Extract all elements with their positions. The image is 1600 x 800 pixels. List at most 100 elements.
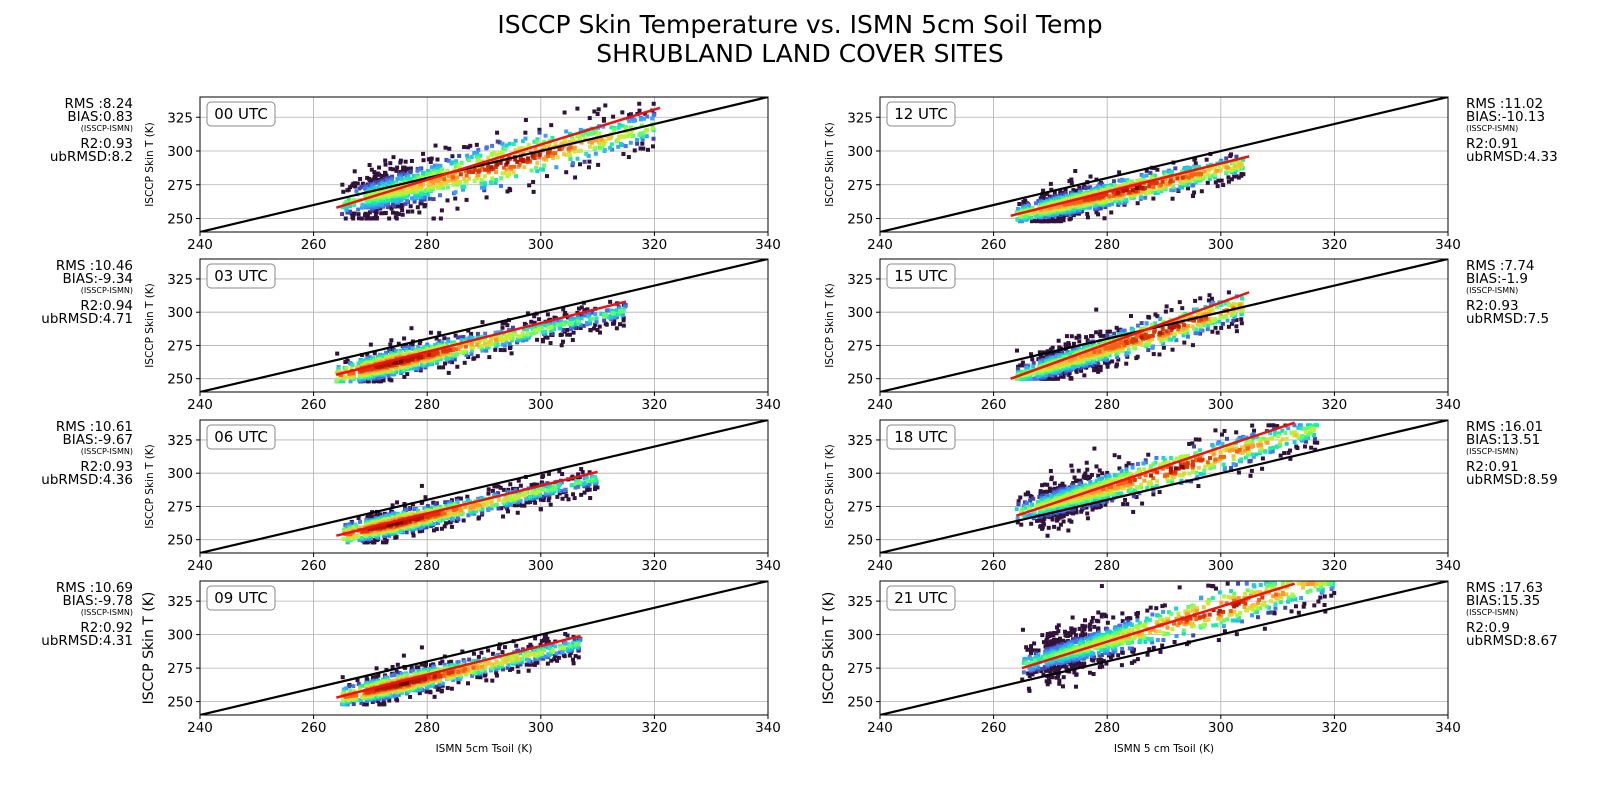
density-point	[1173, 166, 1178, 171]
density-point	[532, 662, 537, 667]
density-point	[524, 657, 529, 662]
density-point	[410, 196, 415, 201]
density-point	[472, 167, 477, 172]
density-point	[406, 513, 411, 518]
density-point	[384, 201, 389, 206]
density-point	[573, 325, 578, 330]
density-point	[547, 485, 552, 490]
density-point	[376, 364, 381, 369]
y-tick-label: 250	[167, 533, 193, 549]
density-point	[348, 185, 353, 190]
density-point	[612, 127, 617, 132]
density-point	[438, 661, 443, 666]
density-point	[488, 337, 493, 342]
density-point	[1015, 206, 1020, 211]
density-point	[1169, 188, 1174, 193]
density-point	[543, 335, 548, 340]
density-point	[616, 311, 621, 316]
density-point	[367, 216, 372, 221]
density-point	[1207, 177, 1212, 182]
density-point	[373, 215, 378, 220]
density-point	[516, 478, 521, 483]
density-point	[1234, 174, 1239, 179]
density-point	[534, 140, 539, 145]
density-point	[532, 320, 537, 325]
density-point	[394, 697, 399, 702]
density-point	[557, 325, 562, 330]
density-point	[415, 681, 420, 686]
density-point	[403, 514, 408, 519]
density-point	[539, 167, 544, 172]
density-point	[565, 327, 570, 332]
density-point	[524, 499, 529, 504]
density-point	[466, 664, 471, 669]
density-point	[618, 309, 623, 314]
density-point	[431, 197, 436, 202]
density-point	[567, 151, 572, 156]
density-point	[364, 702, 369, 707]
x-tick-label: 240	[187, 397, 213, 413]
density-point	[568, 644, 573, 649]
density-point	[583, 480, 588, 485]
density-point	[399, 187, 404, 192]
density-point	[561, 645, 566, 650]
density-point	[1102, 184, 1107, 189]
density-point	[1192, 190, 1197, 195]
density-point	[488, 506, 493, 511]
panel-label-box	[206, 101, 276, 127]
density-point	[556, 483, 561, 488]
density-point	[471, 665, 476, 670]
density-point	[522, 165, 527, 170]
density-point	[436, 673, 441, 678]
density-point	[410, 209, 415, 214]
density-point	[387, 348, 392, 353]
density-point	[458, 172, 463, 177]
density-point	[423, 663, 428, 668]
density-point	[1178, 184, 1183, 189]
density-point	[553, 142, 558, 147]
density-point	[357, 519, 362, 524]
density-point	[439, 510, 444, 515]
density-point	[601, 124, 606, 129]
density-point	[567, 332, 572, 337]
regression-fit-line	[336, 634, 581, 699]
density-point	[543, 329, 548, 334]
density-point	[570, 161, 575, 166]
density-point	[515, 159, 520, 164]
density-point	[576, 306, 581, 311]
density-point	[340, 182, 345, 187]
density-point	[548, 651, 553, 656]
density-point	[505, 189, 510, 194]
density-point	[568, 157, 573, 162]
density-point	[564, 313, 569, 318]
density-point	[463, 337, 468, 342]
density-point	[393, 196, 398, 201]
density-point	[399, 690, 404, 695]
density-point	[457, 153, 462, 158]
density-point	[457, 506, 462, 511]
density-point	[552, 320, 557, 325]
panel-label: 03 UTC	[214, 267, 268, 285]
density-point	[501, 165, 506, 170]
y-tick-label: 300	[167, 628, 193, 644]
density-point	[588, 496, 593, 501]
density-point	[455, 206, 460, 211]
density-point	[364, 216, 369, 221]
density-point	[369, 167, 374, 172]
density-point	[1234, 154, 1239, 159]
density-point	[484, 502, 489, 507]
density-point	[461, 518, 466, 523]
density-point	[477, 670, 482, 675]
density-point	[390, 503, 395, 508]
density-point	[409, 326, 414, 331]
density-point	[380, 174, 385, 179]
density-point	[557, 469, 562, 474]
density-point	[343, 205, 348, 210]
density-point	[466, 158, 471, 163]
density-point	[500, 325, 505, 330]
density-point	[514, 643, 519, 648]
density-point	[567, 140, 572, 145]
density-point	[1193, 161, 1198, 166]
density-point	[555, 155, 560, 160]
density-point	[575, 156, 580, 161]
